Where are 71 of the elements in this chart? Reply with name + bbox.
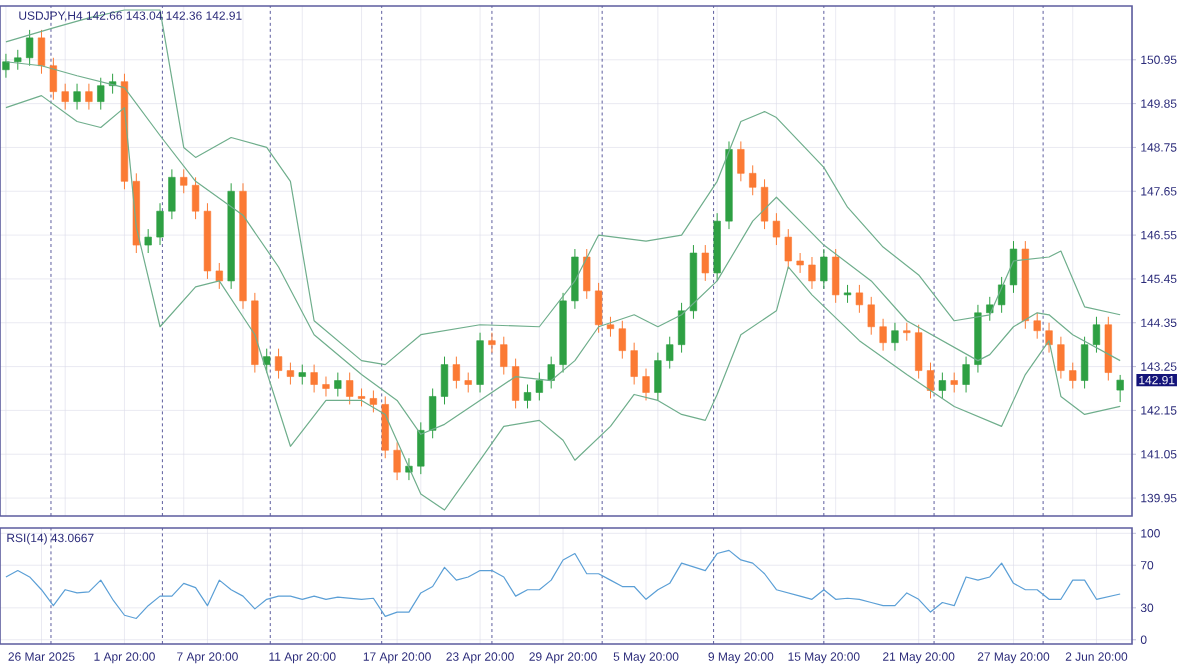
- candlestick: [642, 368, 650, 401]
- candlestick: [1069, 362, 1077, 389]
- line-series: [5, 549, 1121, 620]
- candlestick: [938, 372, 946, 399]
- candlestick: [298, 364, 306, 386]
- candlestick: [962, 356, 970, 393]
- candlestick: [891, 322, 899, 352]
- candlestick: [500, 336, 508, 376]
- candlestick: [26, 29, 34, 67]
- line-series: [5, 95, 1121, 511]
- candlestick: [855, 284, 863, 314]
- candlestick: [1104, 316, 1112, 382]
- candlestick: [215, 262, 223, 290]
- candlestick: [654, 352, 662, 401]
- candlestick: [571, 248, 579, 310]
- line-series: [5, 9, 1121, 366]
- candlestick: [61, 83, 69, 111]
- candlestick: [440, 356, 449, 405]
- candlestick: [583, 248, 591, 300]
- candlestick: [37, 29, 46, 75]
- candlestick: [547, 356, 555, 389]
- candlestick: [1033, 312, 1041, 340]
- candlestick: [73, 83, 81, 111]
- candlestick: [915, 324, 923, 380]
- candlestick: [796, 252, 804, 274]
- candlestick: [1009, 240, 1018, 294]
- candlestick: [879, 318, 887, 352]
- candlestick: [832, 248, 840, 304]
- candlestick: [784, 228, 792, 270]
- candlestick: [97, 77, 105, 111]
- candlestick: [594, 282, 603, 334]
- candlestick: [452, 356, 460, 389]
- candlestick: [464, 372, 472, 393]
- candlestick: [429, 388, 437, 439]
- candlestick: [168, 168, 176, 220]
- candlestick: [144, 228, 152, 254]
- candlestick: [998, 276, 1006, 314]
- candlestick: [85, 83, 93, 111]
- candlestick: [606, 316, 615, 338]
- candlestick: [180, 168, 188, 194]
- candlestick: [666, 336, 674, 370]
- candlestick: [808, 256, 816, 290]
- candlestick: [677, 302, 686, 354]
- candlestick: [488, 332, 496, 354]
- candlestick: [334, 372, 342, 397]
- candlestick: [737, 140, 745, 182]
- candlestick: [630, 342, 638, 386]
- candlestick: [749, 164, 757, 196]
- candlestick: [618, 320, 626, 360]
- candlestick: [535, 372, 543, 401]
- candlestick: [867, 296, 875, 336]
- candlestick: [476, 332, 484, 393]
- candlestick: [393, 441, 401, 481]
- candlestick: [820, 248, 828, 290]
- candlestick: [322, 376, 330, 397]
- candlestick: [523, 384, 532, 409]
- candlestick: [1057, 336, 1065, 380]
- candlestick: [701, 244, 709, 282]
- candlestick: [346, 372, 354, 405]
- candlestick: [512, 358, 520, 409]
- candlestick: [950, 372, 958, 393]
- candlestick: [2, 53, 10, 79]
- candlestick: [1116, 374, 1124, 403]
- candlestick: [49, 57, 57, 101]
- candlestick: [381, 395, 389, 459]
- candlestick: [986, 296, 994, 322]
- candlestick: [14, 49, 22, 71]
- candlestick: [310, 364, 318, 393]
- candlestick: [156, 202, 164, 246]
- candlestick: [417, 421, 425, 475]
- candlestick: [926, 362, 935, 399]
